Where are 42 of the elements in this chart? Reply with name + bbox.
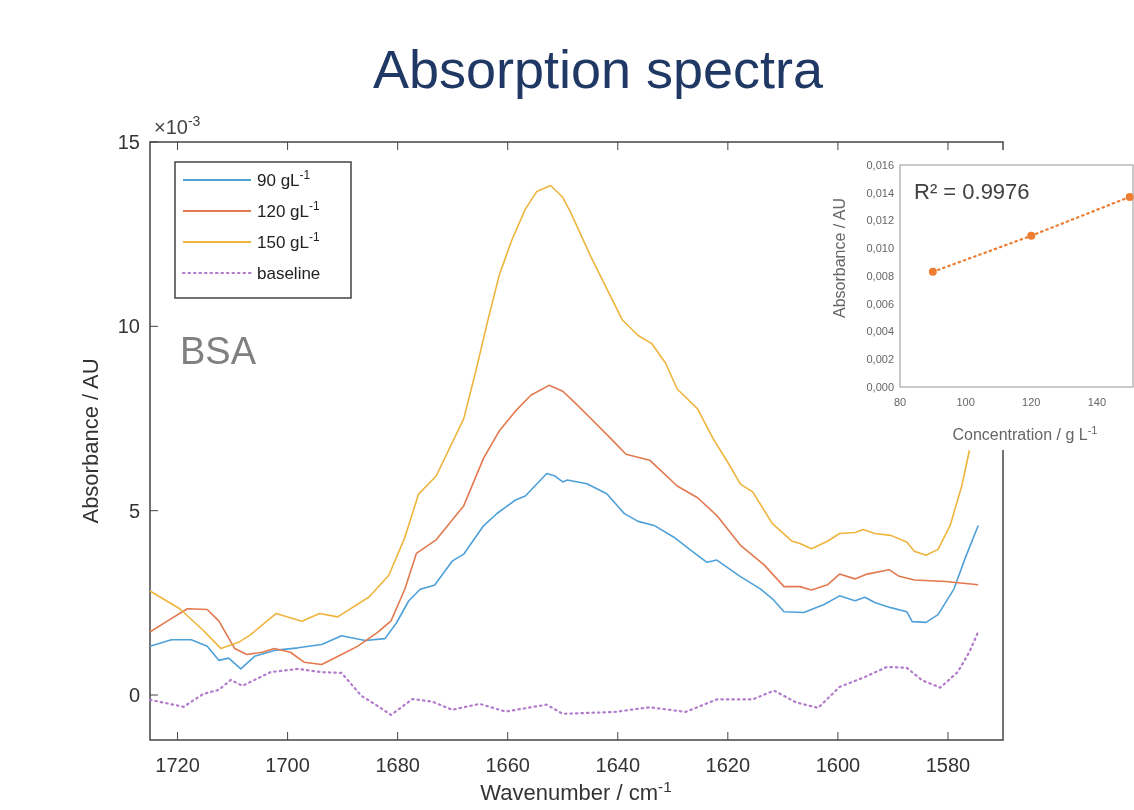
x-tick-label: 100 — [956, 396, 975, 408]
annotation: R² = 0.9976 — [914, 179, 1030, 204]
x-tick-label: 1640 — [595, 754, 641, 776]
point — [928, 267, 937, 276]
legend-label: 90 gL$^{-1}$ — [257, 168, 311, 190]
x-tick-label: 1660 — [485, 754, 530, 776]
x-tick-label: 1620 — [705, 754, 751, 776]
x-tick-label: 1580 — [925, 754, 971, 776]
x-tick-label: 80 — [893, 396, 907, 408]
y-tick-label: 15 — [117, 131, 140, 153]
x-tick-label: 1720 — [155, 754, 200, 776]
text: ×10$^{-3}$ — [154, 113, 201, 138]
y-tick-label: 5 — [128, 499, 140, 522]
annotation: BSA — [180, 330, 257, 372]
y-tick-label: 0 — [128, 684, 140, 707]
x-tick-label: 1700 — [265, 754, 310, 776]
y-tick-label: 0,008 — [866, 269, 894, 282]
y-axis-title: Absorbance / AU — [831, 197, 848, 319]
x-axis-title: Wavenumber / cm$^{-1}$ — [480, 777, 672, 805]
point — [1027, 231, 1036, 240]
y-tick-label: 0,002 — [866, 353, 894, 366]
legend-label: 120 gL$^{-1}$ — [257, 199, 320, 221]
chart-title: Absorption spectra — [372, 39, 825, 99]
legend-label: 150 gL$^{-1}$ — [257, 230, 320, 252]
x-tick-label: 120 — [1022, 396, 1041, 408]
legend-label: baseline — [257, 264, 321, 283]
line-series — [149, 472, 980, 670]
x-tick-label: 1680 — [375, 754, 420, 776]
y-tick-label: 0,010 — [866, 242, 894, 255]
x-tick-label: 1600 — [815, 754, 861, 776]
point — [1125, 192, 1134, 201]
y-tick-label: 0,012 — [866, 214, 894, 227]
y-tick-label: 0,004 — [866, 325, 894, 338]
y-tick-label: 0,006 — [866, 297, 894, 310]
y-axis-title: Absorbance / AU — [78, 358, 103, 524]
y-tick-label: 0,014 — [866, 186, 894, 199]
x-tick-label: 140 — [1087, 396, 1107, 408]
x-axis-title: Concentration / g L$^{-1}$ — [952, 424, 1098, 443]
y-tick-label: 0,016 — [866, 158, 894, 171]
y-tick-label: 10 — [117, 315, 140, 338]
y-tick-label: 0,000 — [866, 380, 894, 393]
line-series — [148, 630, 980, 717]
